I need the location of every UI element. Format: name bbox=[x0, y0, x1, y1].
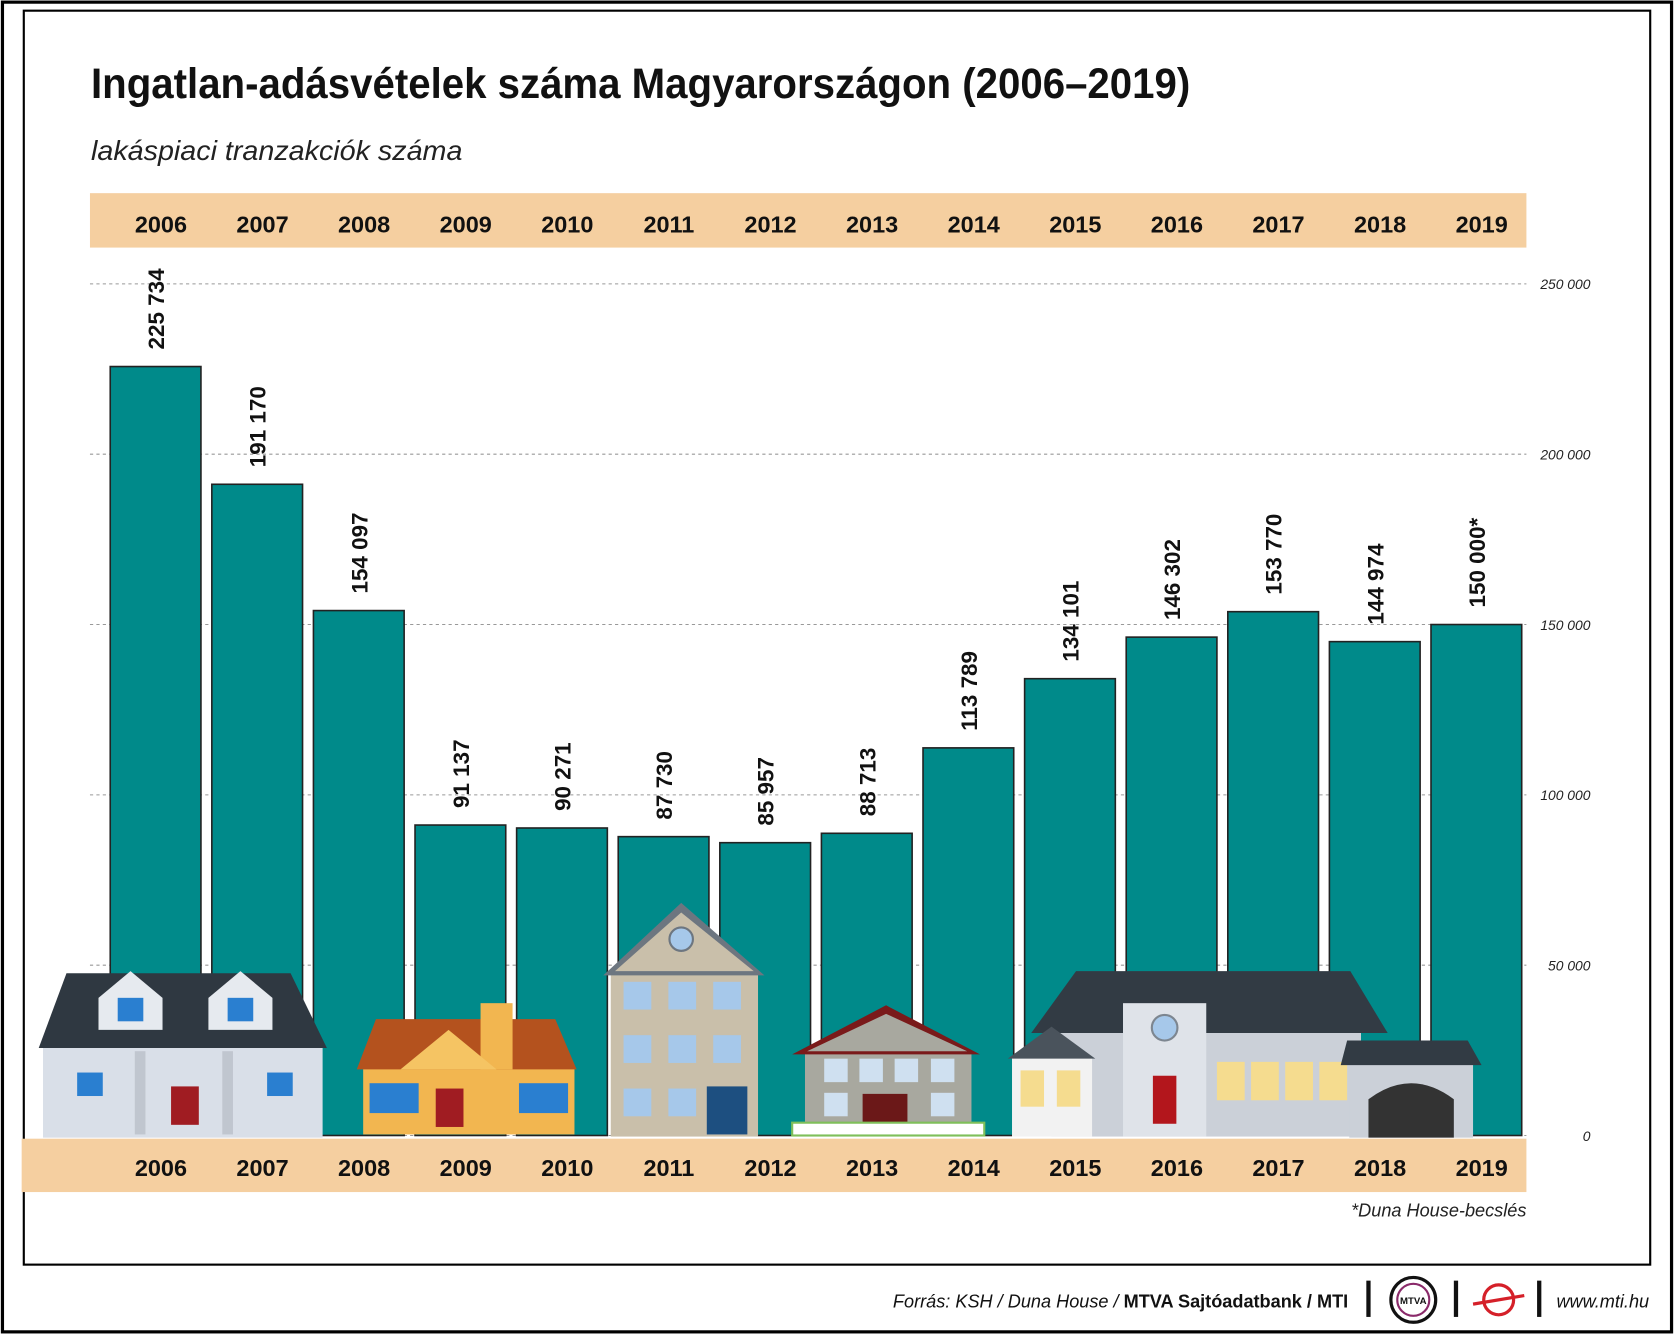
y-tick-label: 50 000 bbox=[1548, 958, 1591, 974]
value-label: 88 713 bbox=[855, 748, 880, 817]
x-tick-label-bottom: 2013 bbox=[846, 1155, 898, 1181]
x-tick-label-top: 2011 bbox=[643, 212, 694, 238]
value-label: 134 101 bbox=[1059, 581, 1084, 662]
top-year-band bbox=[89, 193, 1527, 248]
source-bold: MTVA Sajtóadatbank / MTI bbox=[1124, 1291, 1349, 1311]
value-label: 85 957 bbox=[754, 757, 779, 826]
x-tick-label-bottom: 2006 bbox=[135, 1155, 187, 1181]
url: www.mti.hu bbox=[1556, 1291, 1649, 1311]
house-illustrations bbox=[38, 902, 1482, 1138]
value-label: 90 271 bbox=[551, 742, 576, 811]
x-tick-label-bottom: 2017 bbox=[1252, 1155, 1304, 1181]
labels: 0 50 000 100 000 150 000 200 000 250 000 2006 2… bbox=[135, 212, 1591, 1181]
footnote: *Duna House-becslés bbox=[1351, 1201, 1526, 1221]
x-tick-label-bottom: 2018 bbox=[1354, 1155, 1406, 1181]
x-tick-label-bottom: 2014 bbox=[948, 1155, 1000, 1181]
x-tick-label-top: 2007 bbox=[236, 212, 288, 238]
value-label: 113 789 bbox=[957, 651, 982, 731]
y-tick-label: 150 000 bbox=[1540, 617, 1590, 633]
y-tick-label: 0 bbox=[1583, 1128, 1591, 1144]
x-tick-label-bottom: 2015 bbox=[1049, 1155, 1101, 1181]
y-tick-label: 250 000 bbox=[1539, 276, 1590, 292]
value-label: 191 170 bbox=[246, 386, 271, 467]
separator bbox=[1453, 1280, 1459, 1317]
value-label: 144 974 bbox=[1363, 543, 1388, 625]
value-label: 153 770 bbox=[1262, 514, 1287, 595]
x-tick-label-top: 2012 bbox=[744, 212, 796, 238]
value-label: 87 730 bbox=[652, 751, 677, 820]
source-text: Forrás: KSH / Duna House / bbox=[893, 1291, 1124, 1311]
value-label: 91 137 bbox=[449, 739, 474, 808]
separator bbox=[1366, 1280, 1371, 1317]
x-tick-label-top: 2019 bbox=[1456, 212, 1508, 238]
x-tick-label-bottom: 2010 bbox=[541, 1155, 593, 1181]
x-tick-label-top: 2009 bbox=[440, 212, 492, 238]
x-tick-label-top: 2014 bbox=[948, 212, 1000, 238]
source: Forrás: KSH / Duna House / MTVA Sajtóada… bbox=[893, 1291, 1348, 1311]
x-tick-label-top: 2015 bbox=[1049, 212, 1101, 238]
x-tick-label-top: 2006 bbox=[135, 212, 187, 238]
x-tick-label-top: 2008 bbox=[338, 212, 390, 238]
y-tick-label: 100 000 bbox=[1540, 787, 1590, 803]
value-label: 150 000* bbox=[1465, 517, 1490, 607]
x-tick-label-bottom: 2016 bbox=[1151, 1155, 1203, 1181]
value-label: 146 302 bbox=[1160, 539, 1185, 620]
separator bbox=[1537, 1280, 1542, 1317]
chart-title: Ingatlan-adásvételek száma Magyarországo… bbox=[91, 60, 1190, 108]
x-tick-label-top: 2017 bbox=[1252, 212, 1304, 238]
bottom-year-band bbox=[21, 1138, 1527, 1193]
chart-subtitle: lakáspiaci tranzakciók száma bbox=[91, 135, 462, 166]
x-tick-label-top: 2018 bbox=[1354, 212, 1406, 238]
house-roof bbox=[38, 973, 327, 1048]
x-tick-label-top: 2013 bbox=[846, 212, 898, 238]
x-tick-label-bottom: 2007 bbox=[236, 1155, 288, 1181]
x-tick-label-top: 2016 bbox=[1151, 212, 1203, 238]
value-label: 154 097 bbox=[347, 512, 372, 593]
mti-logo bbox=[1472, 1283, 1525, 1317]
x-tick-label-bottom: 2008 bbox=[338, 1155, 390, 1181]
x-tick-label-bottom: 2019 bbox=[1456, 1155, 1508, 1181]
x-tick-label-bottom: 2012 bbox=[744, 1155, 796, 1181]
x-tick-label-top: 2010 bbox=[541, 212, 593, 238]
y-tick-label: 200 000 bbox=[1539, 447, 1590, 463]
logo-text: MTVA bbox=[1400, 1296, 1427, 1307]
value-label: 225 734 bbox=[144, 268, 169, 350]
x-tick-label-bottom: 2011 bbox=[643, 1155, 694, 1181]
x-tick-label-bottom: 2009 bbox=[440, 1155, 492, 1181]
